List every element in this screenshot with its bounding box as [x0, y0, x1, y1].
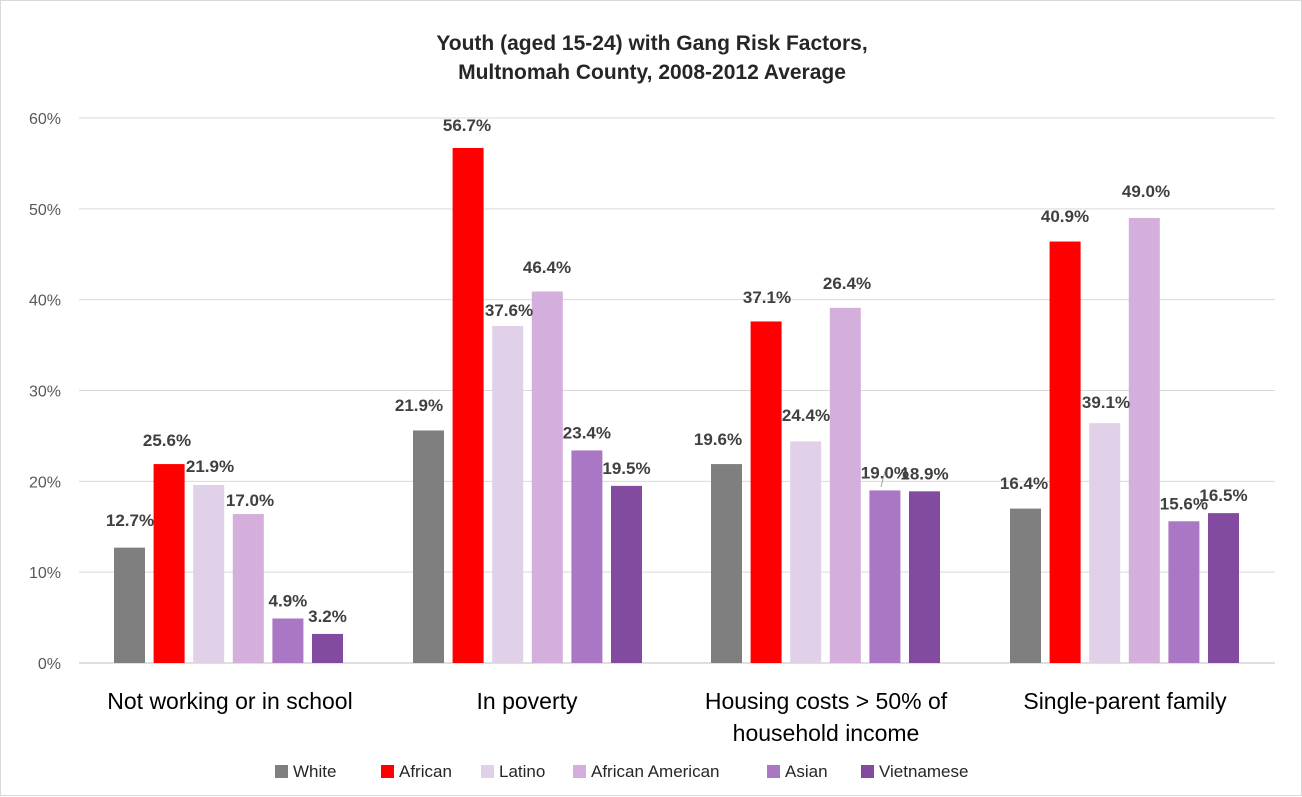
legend-swatch	[573, 765, 586, 778]
data-label: 21.9%	[395, 396, 443, 415]
data-label: 24.4%	[782, 406, 830, 425]
legend-label: Asian	[785, 762, 828, 781]
bar-asian-2	[571, 450, 603, 663]
legend-item-african: African	[381, 762, 452, 781]
y-tick-label: 10%	[29, 565, 61, 582]
legend-swatch	[481, 765, 494, 778]
data-label: 46.4%	[523, 258, 571, 277]
legend-label: Latino	[499, 762, 545, 781]
legend-item-white: White	[275, 762, 336, 781]
chart-title: Youth (aged 15-24) with Gang Risk Factor…	[436, 32, 867, 84]
y-tick-label: 50%	[29, 202, 61, 219]
data-label: 18.9%	[900, 464, 948, 483]
legend-swatch	[381, 765, 394, 778]
data-label: 12.7%	[106, 511, 154, 530]
bar-latino-2	[492, 326, 524, 663]
bars	[114, 147, 1239, 664]
category-label-1: Not working or in school	[107, 688, 352, 714]
data-label: 15.6%	[1160, 494, 1208, 513]
legend-item-african-american: African American	[573, 762, 720, 781]
data-label: 37.1%	[743, 288, 791, 307]
data-label: 16.5%	[1199, 486, 1247, 505]
data-label: 4.9%	[269, 591, 308, 610]
bar-asian-3	[869, 490, 901, 663]
y-tick-label: 0%	[38, 656, 61, 673]
bar-latino-1	[193, 484, 225, 663]
data-label: 21.9%	[186, 457, 234, 476]
data-label: 19.5%	[602, 459, 650, 478]
data-label: 26.4%	[823, 274, 871, 293]
category-label-2: In poverty	[477, 688, 578, 714]
bar-african-american-2	[531, 291, 563, 663]
legend-swatch	[275, 765, 288, 778]
data-labels: 12.7% 25.6% 21.9% 17.0% 21.9% 56.7% 37.6% 46.4%…	[106, 116, 1248, 626]
data-label: 39.1%	[1082, 393, 1130, 412]
data-label: 16.4%	[1000, 474, 1048, 493]
bar-african-1	[153, 464, 185, 663]
gridlines	[79, 117, 1275, 664]
category-label-3: Housing costs > 50% of	[705, 688, 948, 714]
x-axis-categories: Not working or in school In poverty Housin…	[107, 688, 1227, 746]
bar-white-1	[114, 547, 145, 663]
bar-vietnamese-4	[1208, 513, 1239, 663]
legend-label: African	[399, 762, 452, 781]
data-label: 37.6%	[485, 301, 533, 320]
bar-latino-4	[1089, 423, 1121, 663]
data-label: 25.6%	[143, 431, 191, 450]
legend-item-latino: Latino	[481, 762, 545, 781]
legend-item-asian: Asian	[767, 762, 828, 781]
bar-white-4	[1010, 508, 1041, 663]
y-tick-label: 40%	[29, 293, 61, 310]
bar-african-american-4	[1128, 217, 1160, 663]
category-label-4: Single-parent family	[1023, 688, 1227, 714]
bar-african-4	[1049, 241, 1081, 664]
bar-vietnamese-2	[611, 485, 642, 663]
bar-african-3	[750, 321, 782, 663]
chart-title-line-2: Multnomah County, 2008-2012 Average	[458, 61, 846, 84]
legend: White African Latino African American Asian V…	[275, 762, 968, 781]
data-label: 17.0%	[226, 491, 274, 510]
bar-white-3	[711, 464, 742, 663]
legend-label: African American	[591, 762, 720, 781]
bar-vietnamese-3	[909, 491, 940, 663]
data-label-leader-line	[880, 470, 886, 488]
legend-label: Vietnamese	[879, 762, 968, 781]
data-label: 23.4%	[563, 423, 611, 442]
y-axis-ticks: 0% 10% 20% 30% 40% 50% 60%	[29, 111, 61, 673]
bar-african-american-1	[232, 514, 264, 663]
bar-asian-4	[1168, 521, 1200, 663]
category-label-3: household income	[733, 720, 920, 746]
legend-label: White	[293, 762, 336, 781]
y-tick-label: 30%	[29, 384, 61, 401]
bar-white-2	[413, 430, 444, 663]
legend-swatch	[767, 765, 780, 778]
data-label: 3.2%	[308, 607, 347, 626]
data-label: 49.0%	[1122, 182, 1170, 201]
legend-item-vietnamese: Vietnamese	[861, 762, 968, 781]
chart-title-line-1: Youth (aged 15-24) with Gang Risk Factor…	[436, 32, 867, 55]
bar-african-2	[452, 147, 484, 664]
data-label: 56.7%	[443, 116, 491, 135]
bar-african-american-3	[829, 307, 861, 663]
y-tick-label: 20%	[29, 474, 61, 491]
data-label: 40.9%	[1041, 207, 1089, 226]
legend-swatch	[861, 765, 874, 778]
bar-vietnamese-1	[312, 633, 343, 663]
data-label: 19.6%	[694, 430, 742, 449]
bar-asian-1	[272, 618, 304, 663]
y-tick-label: 60%	[29, 111, 61, 128]
bar-latino-3	[790, 441, 822, 663]
